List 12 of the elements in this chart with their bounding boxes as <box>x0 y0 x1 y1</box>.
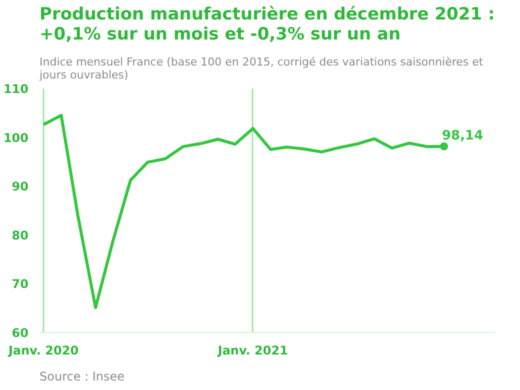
chart-subtitle: Indice mensuel France (base 100 en 2015, corrigé des variations saisonnières et jours ouvrables) <box>38 56 484 82</box>
data-label: 98,14 <box>442 128 484 144</box>
chart-title: Production manufacturière en décembre 2021 : +0,1% sur un mois et -0,3% sur un an <box>40 4 495 44</box>
y-tick-label: 60 <box>12 326 29 340</box>
x-tick-label: Janv. 2021 <box>216 344 288 358</box>
y-tick-label: 100 <box>3 130 29 145</box>
y-tick-label: 110 <box>3 82 29 96</box>
y-tick-label: 90 <box>12 180 29 194</box>
x-tick-label: Janv. 2020 <box>7 344 79 358</box>
y-tick-label: 70 <box>12 277 29 292</box>
y-tick-label: 80 <box>12 228 29 242</box>
source-note: Source : Insee <box>40 370 125 384</box>
